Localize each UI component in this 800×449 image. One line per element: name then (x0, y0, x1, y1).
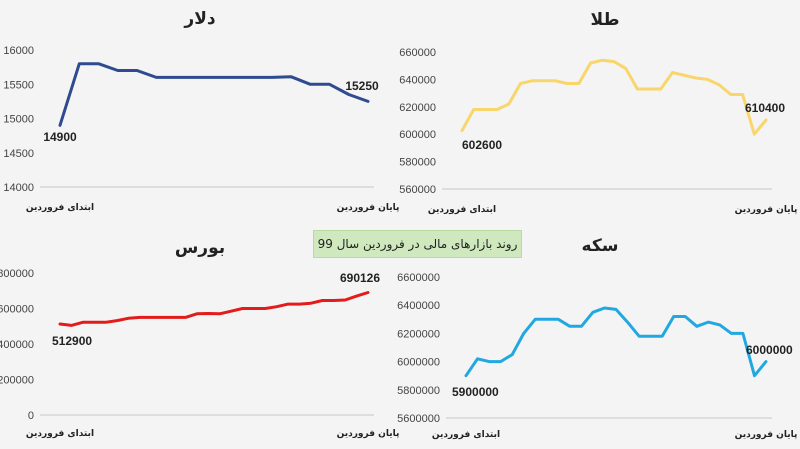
bourse-last-value-label: 690126 (340, 271, 380, 285)
dollar-y-tick: 15000 (3, 114, 34, 126)
coin-y-tick: 6200000 (397, 328, 440, 340)
coin-series-line (464, 306, 768, 378)
dollar-series-line (58, 62, 370, 127)
bourse-first-value-label: 512900 (52, 334, 92, 348)
coin-chart: سکه 5600000 5800000 6000000 6200000 6400000 6… (397, 236, 798, 440)
dollar-x-label-start: ابتدای فروردین (26, 203, 94, 213)
dollar-y-tick: 14500 (3, 148, 34, 160)
dollar-chart-title: دلار (183, 9, 215, 29)
coin-first-value-label: 5900000 (452, 385, 499, 399)
dollar-y-tick: 15500 (3, 79, 34, 91)
bourse-x-label-end: پایان فروردین (337, 429, 400, 439)
coin-x-label-start: ابتدای فروردین (432, 430, 500, 440)
gold-chart: طلا 560000 580000 600000 620000 640000 660000… (399, 10, 798, 215)
gold-y-tick: 640000 (399, 74, 436, 86)
bourse-y-tick: 0 (28, 410, 34, 422)
coin-y-tick: 6600000 (397, 272, 440, 284)
coin-last-value-label: 6000000 (746, 343, 793, 357)
gold-chart-title: طلا (591, 10, 620, 30)
dollar-chart: دلار 14000 14500 15000 15500 16000 ابتدای فر… (3, 9, 400, 213)
bourse-x-label-start: ابتدای فروردین (26, 429, 94, 439)
bourse-y-tick: 600000 (0, 304, 34, 316)
coin-chart-title: سکه (582, 236, 619, 256)
dollar-y-tick: 16000 (3, 45, 34, 57)
gold-y-tick: 620000 (399, 102, 436, 114)
gold-series-line (460, 58, 768, 136)
gold-y-tick: 560000 (399, 184, 436, 196)
dollar-y-tick: 14000 (3, 182, 34, 194)
gold-x-label-end: پایان فروردین (735, 205, 798, 215)
bourse-y-tick: 800000 (0, 268, 34, 280)
bourse-y-tick: 400000 (0, 339, 34, 351)
gold-first-value-label: 602600 (462, 138, 502, 152)
bourse-y-tick: 200000 (0, 375, 34, 387)
bourse-chart: بورس 0 200000 400000 600000 800000 ابتدای فر… (0, 238, 400, 439)
gold-y-tick: 660000 (399, 47, 436, 59)
gold-y-tick: 580000 (399, 157, 436, 169)
coin-y-tick: 5600000 (397, 413, 440, 425)
coin-x-label-end: پایان فروردین (735, 430, 798, 440)
coin-y-tick: 6000000 (397, 357, 440, 369)
gold-x-label-start: ابتدای فروردین (428, 205, 496, 215)
gold-last-value-label: 610400 (745, 101, 785, 115)
dollar-last-value-label: 15250 (345, 79, 379, 93)
coin-y-tick: 5800000 (397, 385, 440, 397)
bourse-series-line (58, 291, 370, 327)
gold-y-tick: 600000 (399, 129, 436, 141)
coin-y-tick: 6400000 (397, 300, 440, 312)
bourse-chart-title: بورس (175, 238, 225, 258)
dollar-x-label-end: پایان فروردین (337, 203, 400, 213)
dollar-first-value-label: 14900 (43, 130, 77, 144)
center-caption: روند بازارهای مالی در فروردین سال 99 (313, 230, 522, 258)
